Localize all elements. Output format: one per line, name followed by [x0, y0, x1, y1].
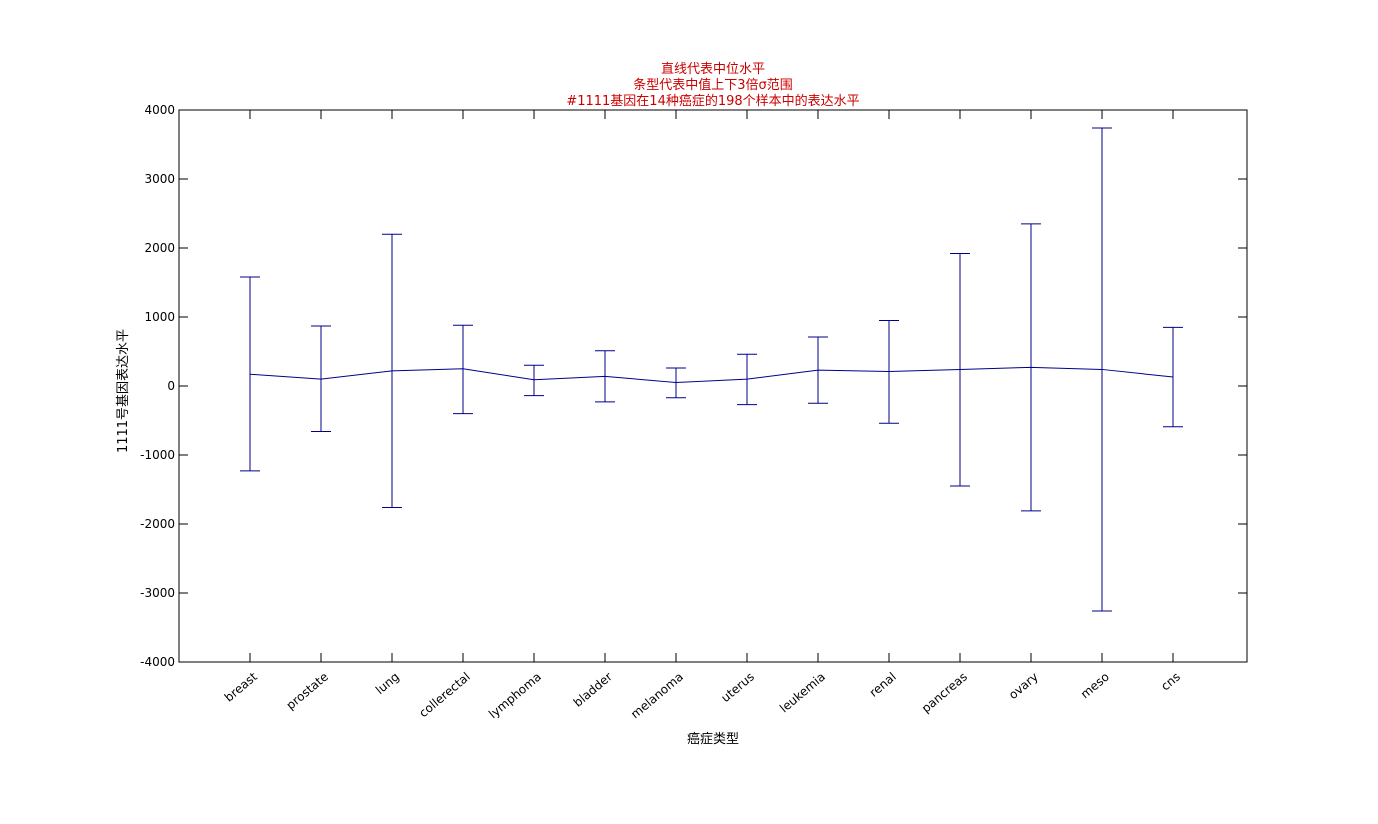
y-tick-label: -4000: [140, 655, 175, 669]
x-tick-label: collerectal: [416, 670, 473, 721]
x-tick-label: bladder: [571, 670, 615, 710]
x-tick-label: cns: [1158, 670, 1183, 694]
x-axis-label: 癌症类型: [687, 731, 739, 747]
y-tick-label: 2000: [144, 241, 175, 255]
x-tick-label: prostate: [284, 670, 331, 713]
series-group: [240, 127, 1183, 612]
x-tick-label: leukemia: [777, 670, 828, 716]
title: 直线代表中位水平 条型代表中值上下3倍σ范围 #1111基因在14种癌症的198…: [566, 62, 859, 109]
x-tick-label: meso: [1078, 670, 1112, 702]
title-line-2: 条型代表中值上下3倍σ范围: [633, 77, 793, 93]
x-tick-label: lymphoma: [486, 670, 544, 722]
x-tick-label: lung: [373, 670, 402, 698]
y-tick-label: 0: [167, 379, 175, 393]
median-line: [249, 366, 1174, 384]
y-axis-label: 1111号基因表达水平: [116, 329, 131, 453]
y-axis: -4000 -3000 -2000 -1000 0 1000 2000 3000 4000: [140, 103, 1247, 669]
x-tick-label: pancreas: [919, 670, 970, 716]
y-tick-label: 1000: [144, 310, 175, 324]
x-axis: breast prostate lung collerectal lymphoma bla…: [222, 110, 1183, 721]
x-tick-label: melanoma: [628, 670, 686, 722]
title-line-3: #1111基因在14种癌症的198个样本中的表达水平: [566, 93, 859, 109]
plot-area-frame: [178, 109, 1248, 663]
x-tick-label: breast: [222, 669, 260, 704]
x-tick-label: uterus: [718, 670, 756, 705]
y-tick-label: 4000: [144, 103, 175, 117]
y-tick-label: -1000: [140, 448, 175, 462]
x-tick-label: renal: [867, 670, 899, 700]
y-tick-label: -3000: [140, 586, 175, 600]
title-line-1: 直线代表中位水平: [661, 62, 765, 77]
x-tick-label: ovary: [1006, 670, 1041, 702]
y-tick-label: -2000: [140, 517, 175, 531]
y-tick-label: 3000: [144, 172, 175, 186]
